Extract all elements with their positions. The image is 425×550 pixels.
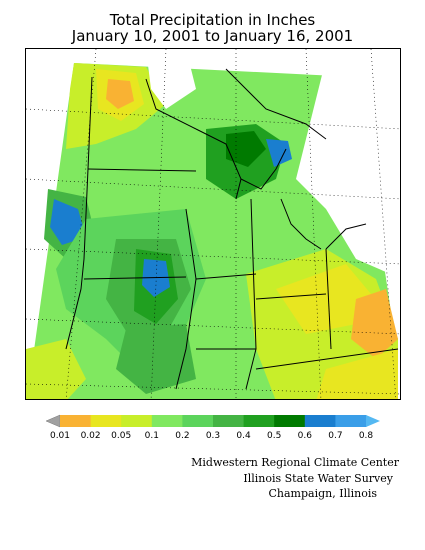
- credit-location: Champaign, Illinois: [268, 487, 378, 500]
- legend-label: 0.05: [111, 431, 131, 441]
- legend-swatch: [243, 415, 275, 427]
- legend-swatch: [121, 415, 153, 427]
- legend-label: 0.4: [236, 431, 251, 441]
- legend-swatch: [274, 415, 306, 427]
- legend-swatch: [90, 415, 122, 427]
- legend-label: 0.01: [50, 431, 70, 441]
- precipitation-field: [26, 49, 400, 399]
- legend-swatch: [366, 415, 380, 427]
- state-boundaries: [65, 68, 399, 390]
- legend-labels: 0.01 0.02 0.05 0.1 0.2 0.3 0.4 0.5 0.6 0.7 0.8: [50, 431, 373, 441]
- legend-label: 0.2: [175, 431, 189, 441]
- legend-label: 0.1: [145, 431, 159, 441]
- legend-label: 0.5: [267, 431, 281, 441]
- legend-swatch: [45, 414, 61, 428]
- legend: 0.01 0.02 0.05 0.1 0.2 0.3 0.4 0.5 0.6 0.7 0.8: [0, 405, 425, 445]
- credit-institution: Midwestern Regional Climate Center: [191, 456, 399, 469]
- map-date-range: January 10, 2001 to January 16, 2001: [71, 27, 354, 45]
- legend-swatch: [182, 415, 214, 427]
- legend-swatch: [335, 415, 367, 427]
- legend-swatch: [304, 415, 336, 427]
- legend-label: 0.6: [298, 431, 313, 441]
- legend-swatches: [45, 414, 380, 428]
- legend-swatch: [60, 415, 92, 427]
- map-title: Total Precipitation in Inches: [109, 11, 316, 29]
- map-canvas: [26, 49, 400, 399]
- legend-swatch: [213, 415, 245, 427]
- credit-survey: Illinois State Water Survey: [243, 472, 393, 485]
- precipitation-map: [25, 48, 401, 400]
- legend-label: 0.8: [359, 431, 374, 441]
- legend-label: 0.7: [328, 431, 342, 441]
- legend-label: 0.02: [81, 431, 101, 441]
- legend-swatch: [151, 415, 183, 427]
- graticule: [26, 49, 400, 399]
- legend-label: 0.3: [206, 431, 220, 441]
- legend-bar: 0.01 0.02 0.05 0.1 0.2 0.3 0.4 0.5 0.6 0.7 0.8: [45, 414, 380, 441]
